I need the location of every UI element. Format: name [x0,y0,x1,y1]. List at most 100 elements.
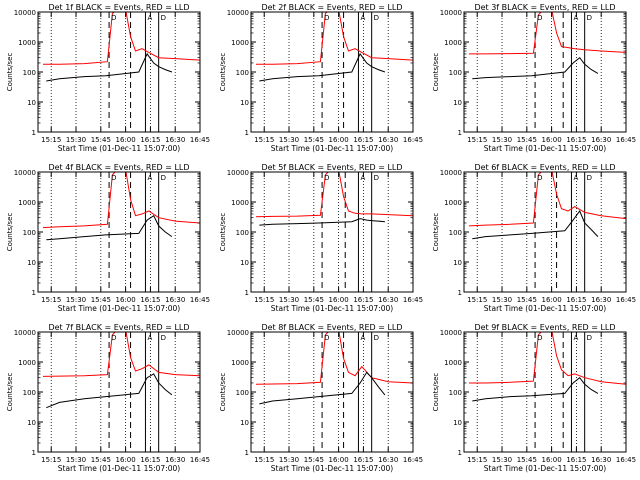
flag-annotation: D [161,174,166,182]
x-tick-label: 16:45 [616,136,636,144]
y-tick-label: 1000 [444,39,462,47]
y-tick-label: 10000 [440,329,462,337]
flag-annotation: D [324,334,329,342]
y-tick-label: 1 [245,129,249,137]
y-tick-label: 10000 [227,329,249,337]
lld-series-line [255,332,413,385]
flag-annotation: A [147,174,152,182]
lld-series-line [42,332,200,377]
y-axis-label: Counts/sec [6,53,14,92]
events-series-line [472,209,599,240]
x-tick-label: 16:30 [165,296,185,304]
y-tick-label: 10 [240,419,249,427]
x-axis-label: Start Time (01-Dec-11 15:07:00) [58,144,180,153]
events-series-line [46,373,173,409]
plot-panel: 1 10 100 1000 10000 15:15 15:30 15:45 16:00 16:15… [6,3,210,153]
y-tick-label: 100 [236,69,249,77]
y-tick-label: 10 [27,99,36,107]
flag-annotation: A [360,14,365,22]
plot-panel: 1 10 100 1000 10000 15:15 15:30 15:45 16:00 16:15… [432,3,636,153]
x-tick-label: 16:30 [378,296,398,304]
flag-annotation: D [161,14,166,22]
x-tick-label: 15:30 [66,296,86,304]
plot-panel: 1 10 100 1000 10000 15:15 15:30 15:45 16:00 16:15… [6,163,210,313]
x-tick-label: 16:00 [542,456,562,464]
x-tick-label: 16:45 [616,296,636,304]
x-axis-label: Start Time (01-Dec-11 15:07:00) [271,304,393,313]
x-tick-label: 15:15 [254,296,274,304]
x-tick-label: 16:30 [165,136,185,144]
flag-annotation: D [587,174,592,182]
x-tick-label: 16:15 [140,136,160,144]
plot-panel: 1 10 100 1000 10000 15:15 15:30 15:45 16:00 16:15… [432,163,636,313]
y-axis-label: Counts/sec [219,53,227,92]
x-tick-label: 15:45 [91,456,111,464]
x-tick-label: 15:15 [41,136,61,144]
flag-annotation: D [111,14,116,22]
x-tick-label: 16:15 [566,456,586,464]
y-axis-label: Counts/sec [432,213,440,252]
events-series-line [259,218,385,226]
y-tick-label: 1000 [18,359,36,367]
x-tick-label: 16:15 [353,456,373,464]
y-axis-label: Counts/sec [432,53,440,92]
x-tick-label: 16:00 [329,296,349,304]
x-tick-label: 15:45 [91,296,111,304]
flag-annotation: D [587,334,592,342]
plot-frame [463,11,627,133]
lld-series-line [469,12,626,55]
x-tick-label: 16:15 [353,136,373,144]
y-tick-label: 10 [453,99,462,107]
x-axis-label: Start Time (01-Dec-11 15:07:00) [271,464,393,473]
x-tick-label: 15:15 [41,296,61,304]
x-tick-label: 16:45 [616,456,636,464]
plot-frame [250,171,414,293]
y-tick-label: 1 [32,289,36,297]
y-tick-label: 100 [236,389,249,397]
x-tick-label: 15:15 [467,296,487,304]
plot-frame [37,11,201,133]
x-tick-label: 16:00 [116,456,136,464]
x-tick-label: 16:30 [591,136,611,144]
x-axis-label: Start Time (01-Dec-11 15:07:00) [484,304,606,313]
y-tick-label: 10 [453,419,462,427]
x-tick-label: 15:15 [41,456,61,464]
y-tick-label: 100 [449,389,462,397]
events-series-line [472,376,599,402]
x-axis-label: Start Time (01-Dec-11 15:07:00) [484,464,606,473]
y-tick-label: 100 [449,229,462,237]
events-series-line [259,371,386,405]
lld-series-line [469,332,626,385]
lld-series-line [255,172,413,218]
x-axis-label: Start Time (01-Dec-11 15:07:00) [484,144,606,153]
events-series-line [472,56,599,80]
x-tick-label: 16:45 [190,296,210,304]
x-tick-label: 16:00 [329,456,349,464]
y-axis-label: Counts/sec [219,213,227,252]
x-tick-label: 15:30 [492,136,512,144]
flag-annotation: A [147,334,152,342]
x-tick-label: 16:30 [591,296,611,304]
x-tick-label: 15:45 [517,456,537,464]
y-tick-label: 100 [23,389,36,397]
flag-annotation: D [374,14,379,22]
y-tick-label: 100 [23,229,36,237]
y-tick-label: 1000 [231,199,249,207]
x-tick-label: 15:30 [492,296,512,304]
plot-title: Det 8f BLACK = Events, RED = LLD [261,323,402,332]
x-tick-label: 16:00 [329,136,349,144]
x-tick-label: 16:00 [542,136,562,144]
y-axis-label: Counts/sec [219,373,227,412]
plot-title: Det 9f BLACK = Events, RED = LLD [474,323,615,332]
events-series-line [46,52,173,82]
x-tick-label: 15:15 [254,136,274,144]
plot-frame [250,331,414,453]
plot-panel: 1 10 100 1000 10000 15:15 15:30 15:45 16:00 16:15… [219,163,423,313]
flag-annotation: D [324,174,329,182]
lld-series-line [43,12,200,65]
y-tick-label: 1000 [231,39,249,47]
plot-panel: 1 10 100 1000 10000 15:15 15:30 15:45 16:00 16:15… [432,323,636,473]
events-series-line [46,214,173,241]
plot-title: Det 4f BLACK = Events, RED = LLD [48,163,189,172]
